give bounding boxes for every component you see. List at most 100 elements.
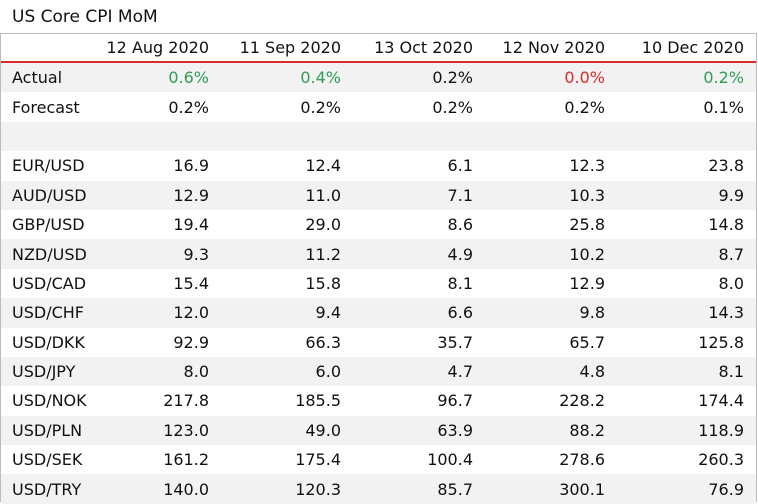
pair-row: USD/JPY 8.0 6.0 4.7 4.8 8.1 [1, 356, 756, 387]
pair-value: 12.9 [89, 180, 221, 210]
pair-value: 100.4 [427, 450, 473, 470]
pair-value: 9.4 [221, 298, 353, 328]
pair-row: EUR/USD 16.9 12.4 6.1 12.3 23.8 [1, 151, 756, 180]
forecast-row: Forecast 0.2% 0.2% 0.2% 0.2% 0.1% [1, 92, 756, 121]
pair-value: 140.0 [89, 474, 221, 504]
pair-value: 12.9 [569, 273, 605, 293]
pair-value: 14.8 [708, 215, 744, 235]
row-label: Actual [1, 62, 89, 93]
pair-value: 8.1 [447, 273, 473, 293]
pair-value: 12.3 [569, 156, 605, 176]
column-header: 11 Sep 2020 [221, 34, 353, 63]
actual-value: 0.0% [485, 62, 617, 93]
pair-value: 15.8 [305, 273, 341, 293]
pair-row: USD/CAD 15.4 15.8 8.1 12.9 8.0 [1, 269, 756, 298]
pair-value: 35.7 [437, 332, 473, 352]
cpi-reaction-table: 12 Aug 2020 11 Sep 2020 13 Oct 2020 12 N… [1, 34, 756, 504]
pair-label: USD/CAD [12, 273, 87, 293]
pair-label: USD/TRY [1, 474, 89, 504]
pair-value: 125.8 [698, 332, 744, 352]
pair-label: USD/JPY [1, 356, 89, 387]
spacer-row [1, 121, 756, 152]
pair-label: USD/NOK [12, 391, 87, 411]
pair-value: 14.3 [617, 298, 756, 328]
pair-value: 49.0 [221, 415, 353, 446]
actual-row: Actual 0.6% 0.4% 0.2% 0.0% 0.2% [1, 62, 756, 93]
pair-row: USD/NOK 217.8 185.5 96.7 228.2 174.4 [1, 386, 756, 415]
pair-value: 4.7 [353, 356, 485, 387]
pair-value: 185.5 [295, 391, 341, 411]
column-header: 12 Aug 2020 [89, 34, 221, 63]
pair-label: USD/DKK [12, 332, 85, 352]
pair-value: 6.1 [447, 156, 473, 176]
actual-value: 0.4% [221, 62, 353, 93]
pair-value: 174.4 [698, 391, 744, 411]
pair-value: 175.4 [295, 450, 341, 470]
pair-value: 6.6 [353, 298, 485, 328]
pair-value: 9.9 [617, 180, 756, 210]
spacer-cell [221, 121, 353, 152]
pair-value: 278.6 [559, 450, 605, 470]
pair-value: 76.9 [617, 474, 756, 504]
pair-value: 161.2 [163, 450, 209, 470]
pair-value: 12.0 [89, 298, 221, 328]
pair-value: 7.1 [353, 180, 485, 210]
spacer-cell [1, 121, 89, 152]
pair-value: 8.0 [718, 273, 744, 293]
column-header: 10 Dec 2020 [617, 34, 756, 63]
spacer-cell [89, 121, 221, 152]
header-corner [1, 34, 89, 63]
pair-label: USD/SEK [12, 450, 83, 470]
pair-row: USD/CHF 12.0 9.4 6.6 9.8 14.3 [1, 298, 756, 328]
forecast-value: 0.2% [168, 97, 209, 117]
pair-value: 8.7 [617, 239, 756, 269]
pair-value: 11.2 [221, 239, 353, 269]
spacer-cell [485, 121, 617, 152]
pair-label: GBP/USD [12, 215, 85, 235]
pair-value: 118.9 [617, 415, 756, 446]
pair-value: 217.8 [163, 391, 209, 411]
row-label: Forecast [12, 97, 80, 117]
pair-value: 16.9 [173, 156, 209, 176]
pair-label: NZD/USD [1, 239, 89, 269]
pair-label: USD/CHF [1, 298, 89, 328]
page-title: US Core CPI MoM [12, 7, 158, 27]
pair-row: GBP/USD 19.4 29.0 8.6 25.8 14.8 [1, 210, 756, 239]
column-header: 12 Nov 2020 [485, 34, 617, 63]
forecast-value: 0.2% [564, 97, 605, 117]
pair-row: AUD/USD 12.9 11.0 7.1 10.3 9.9 [1, 180, 756, 210]
pair-label: EUR/USD [12, 156, 85, 176]
pair-value: 8.1 [617, 356, 756, 387]
spacer-cell [617, 121, 756, 152]
pair-row: USD/DKK 92.9 66.3 35.7 65.7 125.8 [1, 328, 756, 357]
column-header: 13 Oct 2020 [353, 34, 485, 63]
pair-value: 19.4 [173, 215, 209, 235]
pair-value: 23.8 [708, 156, 744, 176]
spacer-cell [353, 121, 485, 152]
pair-label: AUD/USD [1, 180, 89, 210]
pair-value: 65.7 [569, 332, 605, 352]
pair-value: 228.2 [559, 391, 605, 411]
forecast-value: 0.1% [703, 97, 744, 117]
pair-row: NZD/USD 9.3 11.2 4.9 10.2 8.7 [1, 239, 756, 269]
actual-value: 0.6% [89, 62, 221, 93]
pair-value: 123.0 [89, 415, 221, 446]
pair-value: 8.6 [447, 215, 473, 235]
pair-label: USD/PLN [1, 415, 89, 446]
forecast-value: 0.2% [300, 97, 341, 117]
pair-value: 88.2 [485, 415, 617, 446]
pair-value: 10.3 [485, 180, 617, 210]
pair-row: USD/PLN 123.0 49.0 63.9 88.2 118.9 [1, 415, 756, 446]
pair-value: 11.0 [221, 180, 353, 210]
pair-row: USD/SEK 161.2 175.4 100.4 278.6 260.3 [1, 445, 756, 474]
pair-value: 96.7 [437, 391, 473, 411]
actual-value: 0.2% [617, 62, 756, 93]
pair-row: USD/TRY 140.0 120.3 85.7 300.1 76.9 [1, 474, 756, 504]
pair-value: 66.3 [305, 332, 341, 352]
pair-value: 9.3 [89, 239, 221, 269]
pair-value: 6.0 [221, 356, 353, 387]
pair-value: 29.0 [305, 215, 341, 235]
actual-value: 0.2% [353, 62, 485, 93]
pair-value: 260.3 [698, 450, 744, 470]
pair-value: 25.8 [569, 215, 605, 235]
